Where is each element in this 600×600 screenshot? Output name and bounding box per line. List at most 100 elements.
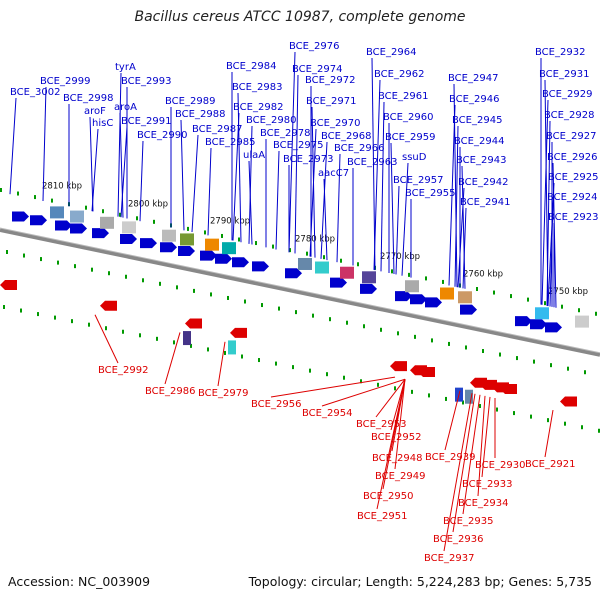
tick-dot [37,312,39,317]
tick-dot [54,315,56,320]
tick-dot [295,310,297,315]
gene-label-reverse: BCE_2933 [462,479,512,490]
forward-gene-arrow [410,294,427,305]
leader-line [373,79,381,270]
feature-block [205,238,219,251]
gene-label-reverse: BCE_2951 [357,511,407,522]
leader-line [444,390,461,451]
gene-label-forward: BCE_2983 [232,82,282,93]
leader-line [321,378,406,407]
tick-dot [309,368,311,373]
tick-label: 2800 kbp [128,200,168,210]
gene-label-forward: BCE_2923 [548,212,598,223]
forward-gene-arrow [178,246,195,257]
tick-dot [153,219,155,224]
feature-block [100,216,114,229]
tick-dot [496,407,498,412]
gene-label-reverse: BCE_2950 [363,491,413,502]
tick-dot [40,257,42,262]
leader-line [42,86,47,202]
feature-block [315,261,329,274]
leader-line [232,112,240,241]
gene-label-forward: BCE_3002 [10,87,60,98]
reverse-gene-arrow [390,361,407,372]
tick-dot [476,287,478,292]
feature-block [298,257,312,270]
tick-dot [0,188,2,192]
gene-label-forward: BCE_2968 [321,131,371,142]
tick-dot [261,303,263,308]
leader-line [452,393,476,533]
gene-label-forward: BCE_2990 [137,130,187,141]
leader-line [207,147,212,236]
tick-dot [414,334,416,339]
gene-label-forward: BCE_2959 [385,132,435,143]
gene-label-forward: BCE_2945 [452,115,502,126]
tick-dot [564,421,566,426]
tick-dot [88,322,90,327]
gene-label-forward: BCE_2989 [165,96,215,107]
gene-label-forward: ssuD [402,152,427,163]
gene-label-forward: BCE_2985 [205,137,255,148]
tick-label: 2770 kbp [380,252,420,262]
feature-block [183,331,191,346]
feature-block [362,271,376,284]
tick-dot [431,338,433,343]
tick-dot [85,205,87,210]
tick-dot [499,352,501,357]
feature-block [228,340,236,355]
reverse-gene-arrow [230,327,247,338]
tick-dot [326,372,328,377]
gene-label-forward: BCE_2924 [547,192,597,203]
gene-label-reverse: BCE_2953 [356,419,406,430]
gene-label-forward: BCE_2925 [548,172,598,183]
leader-line [275,150,280,250]
tick-dot [550,363,552,368]
tick-dot [227,295,229,300]
leader-line [248,160,253,245]
gene-label-forward: BCE_2966 [334,143,384,154]
gene-label-forward: BCE_2999 [40,76,90,87]
tick-dot [391,269,393,274]
tick-dot [329,317,331,322]
reverse-gene-arrow [500,384,517,394]
gene-label-reverse: BCE_2937 [424,553,474,564]
feature-block [122,221,136,234]
tick-label: 2790 kbp [210,217,250,227]
tick-dot [482,349,484,354]
gene-label-forward: BCE_2984 [226,61,276,72]
forward-gene-arrow [460,304,477,315]
leader-line [395,185,400,275]
leader-line [164,332,181,385]
tick-dot [323,255,325,260]
tick-dot [377,382,379,387]
tick-dot [142,278,144,283]
leader-line [541,99,549,305]
gene-label-forward: BCE_2957 [393,175,443,186]
gene-label-forward: BCE_2970 [310,118,360,129]
leader-line [462,207,467,289]
tick-dot [136,216,138,221]
forward-gene-arrow [425,297,442,308]
gene-label-forward: BCE_2947 [448,73,498,84]
gene-label-forward: BCE_2943 [456,155,506,166]
gene-label-forward: BCE_2993 [121,76,171,87]
tick-dot [513,411,515,416]
tick-dot [74,264,76,269]
reverse-gene-arrow [185,318,202,329]
feature-block [458,291,472,304]
gene-label-reverse: BCE_2956 [251,399,301,410]
leader-line [549,202,554,307]
tick-dot [567,366,569,371]
gene-label-forward: BCE_2972 [305,75,355,86]
leader-line [9,97,17,195]
forward-gene-arrow [92,228,109,239]
genome-backbone-highlight [0,227,600,354]
tick-dot [173,340,175,345]
gene-label-forward: ulaA [243,150,265,161]
gene-label-forward: aacC7 [318,168,349,179]
tick-dot [278,306,280,311]
feature-block [70,210,84,223]
feature-block [180,233,194,246]
